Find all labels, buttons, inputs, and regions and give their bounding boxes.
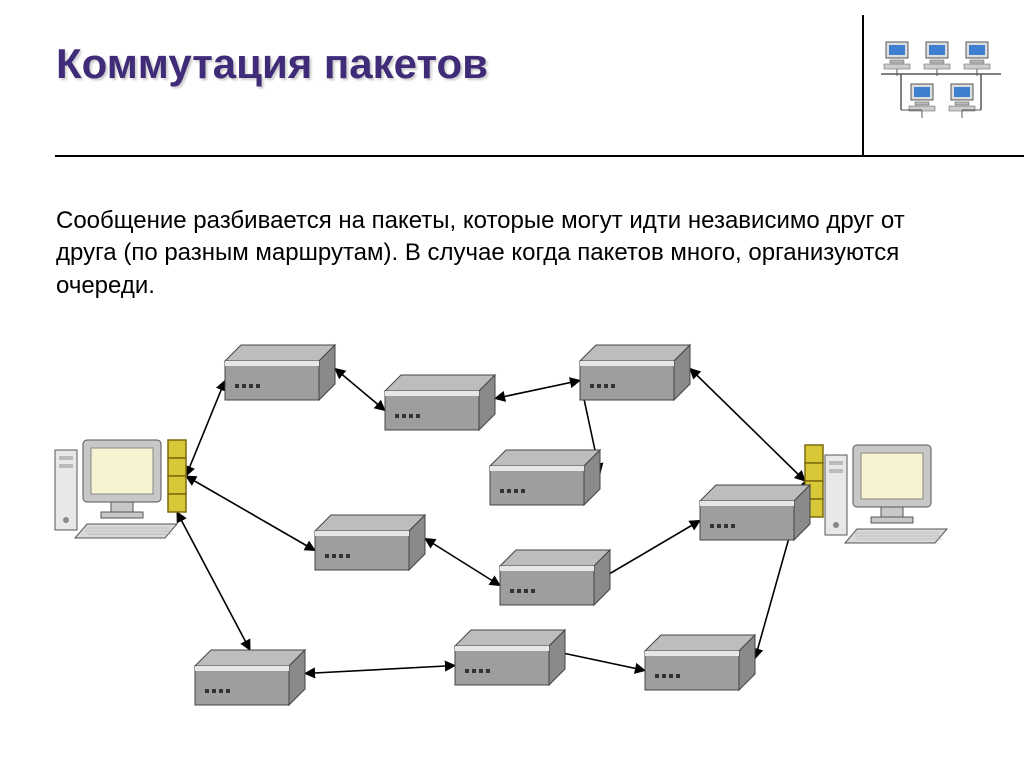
packet-switching-diagram bbox=[0, 330, 1024, 750]
mini-network-icon bbox=[876, 40, 1006, 130]
header: Коммутация пакетов bbox=[0, 0, 1024, 160]
nodes bbox=[55, 345, 947, 705]
header-vertical-rule bbox=[862, 15, 864, 155]
body-paragraph: Сообщение разбивается на пакеты, которые… bbox=[56, 205, 964, 302]
header-rule bbox=[55, 155, 1024, 157]
